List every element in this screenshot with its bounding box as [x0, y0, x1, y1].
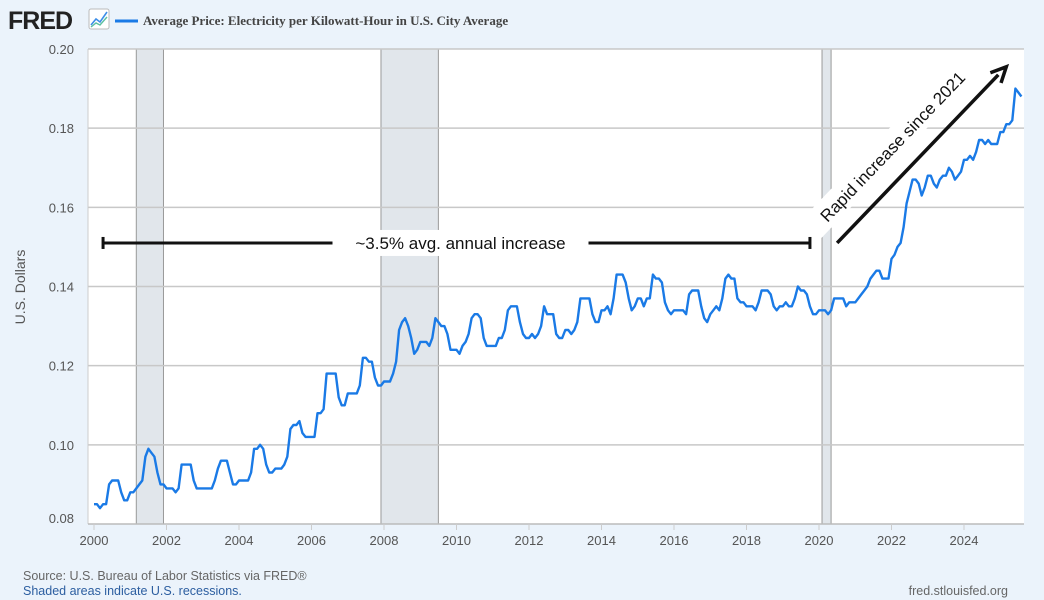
recession-note[interactable]: Shaded areas indicate U.S. recessions. — [23, 584, 242, 598]
footer: Source: U.S. Bureau of Labor Statistics … — [23, 569, 1008, 598]
x-tick-label: 2022 — [877, 533, 906, 548]
arrow-line — [835, 73, 1000, 245]
x-tick-label: 2000 — [80, 533, 109, 548]
y-tick-label: 0.10 — [49, 438, 74, 453]
x-tick-label: 2010 — [442, 533, 471, 548]
x-tick-label: 2016 — [660, 533, 689, 548]
series-title[interactable]: Average Price: Electricity per Kilowatt-… — [143, 13, 508, 28]
x-tick-label: 2014 — [587, 533, 616, 548]
arrow-head-icon — [989, 63, 1010, 84]
y-tick-label: 0.16 — [49, 200, 74, 215]
annotation-label-bg — [332, 229, 589, 256]
annotation-label: ~3.5% avg. annual increase — [355, 234, 565, 253]
series-line — [94, 87, 1023, 510]
line-chart-icon — [88, 8, 110, 30]
y-tick-label: 0.14 — [49, 280, 74, 295]
y-axis-label: U.S. Dollars — [12, 250, 28, 325]
x-tick-label: 2002 — [152, 533, 181, 548]
y-tick-label: 0.08 — [49, 511, 74, 526]
y-tick-label: 0.18 — [49, 121, 74, 136]
y-tick-label: 0.20 — [49, 42, 74, 57]
annotation-label-bg — [800, 51, 983, 241]
x-tick-label: 2008 — [370, 533, 399, 548]
x-tick-label: 2004 — [225, 533, 254, 548]
x-tick-label: 2020 — [805, 533, 834, 548]
header: FRED Average Price: Electricity per Kilo… — [8, 7, 508, 35]
y-tick-label: 0.12 — [49, 359, 74, 374]
source-text: Source: U.S. Bureau of Labor Statistics … — [23, 569, 307, 583]
x-tick-label: 2012 — [515, 533, 544, 548]
x-tick-label: 2024 — [950, 533, 979, 548]
x-tick-label: 2018 — [732, 533, 761, 548]
fred-logo[interactable]: FRED — [8, 7, 73, 35]
x-tick-label: 2006 — [297, 533, 326, 548]
site-link[interactable]: fred.stlouisfed.org — [909, 584, 1008, 598]
